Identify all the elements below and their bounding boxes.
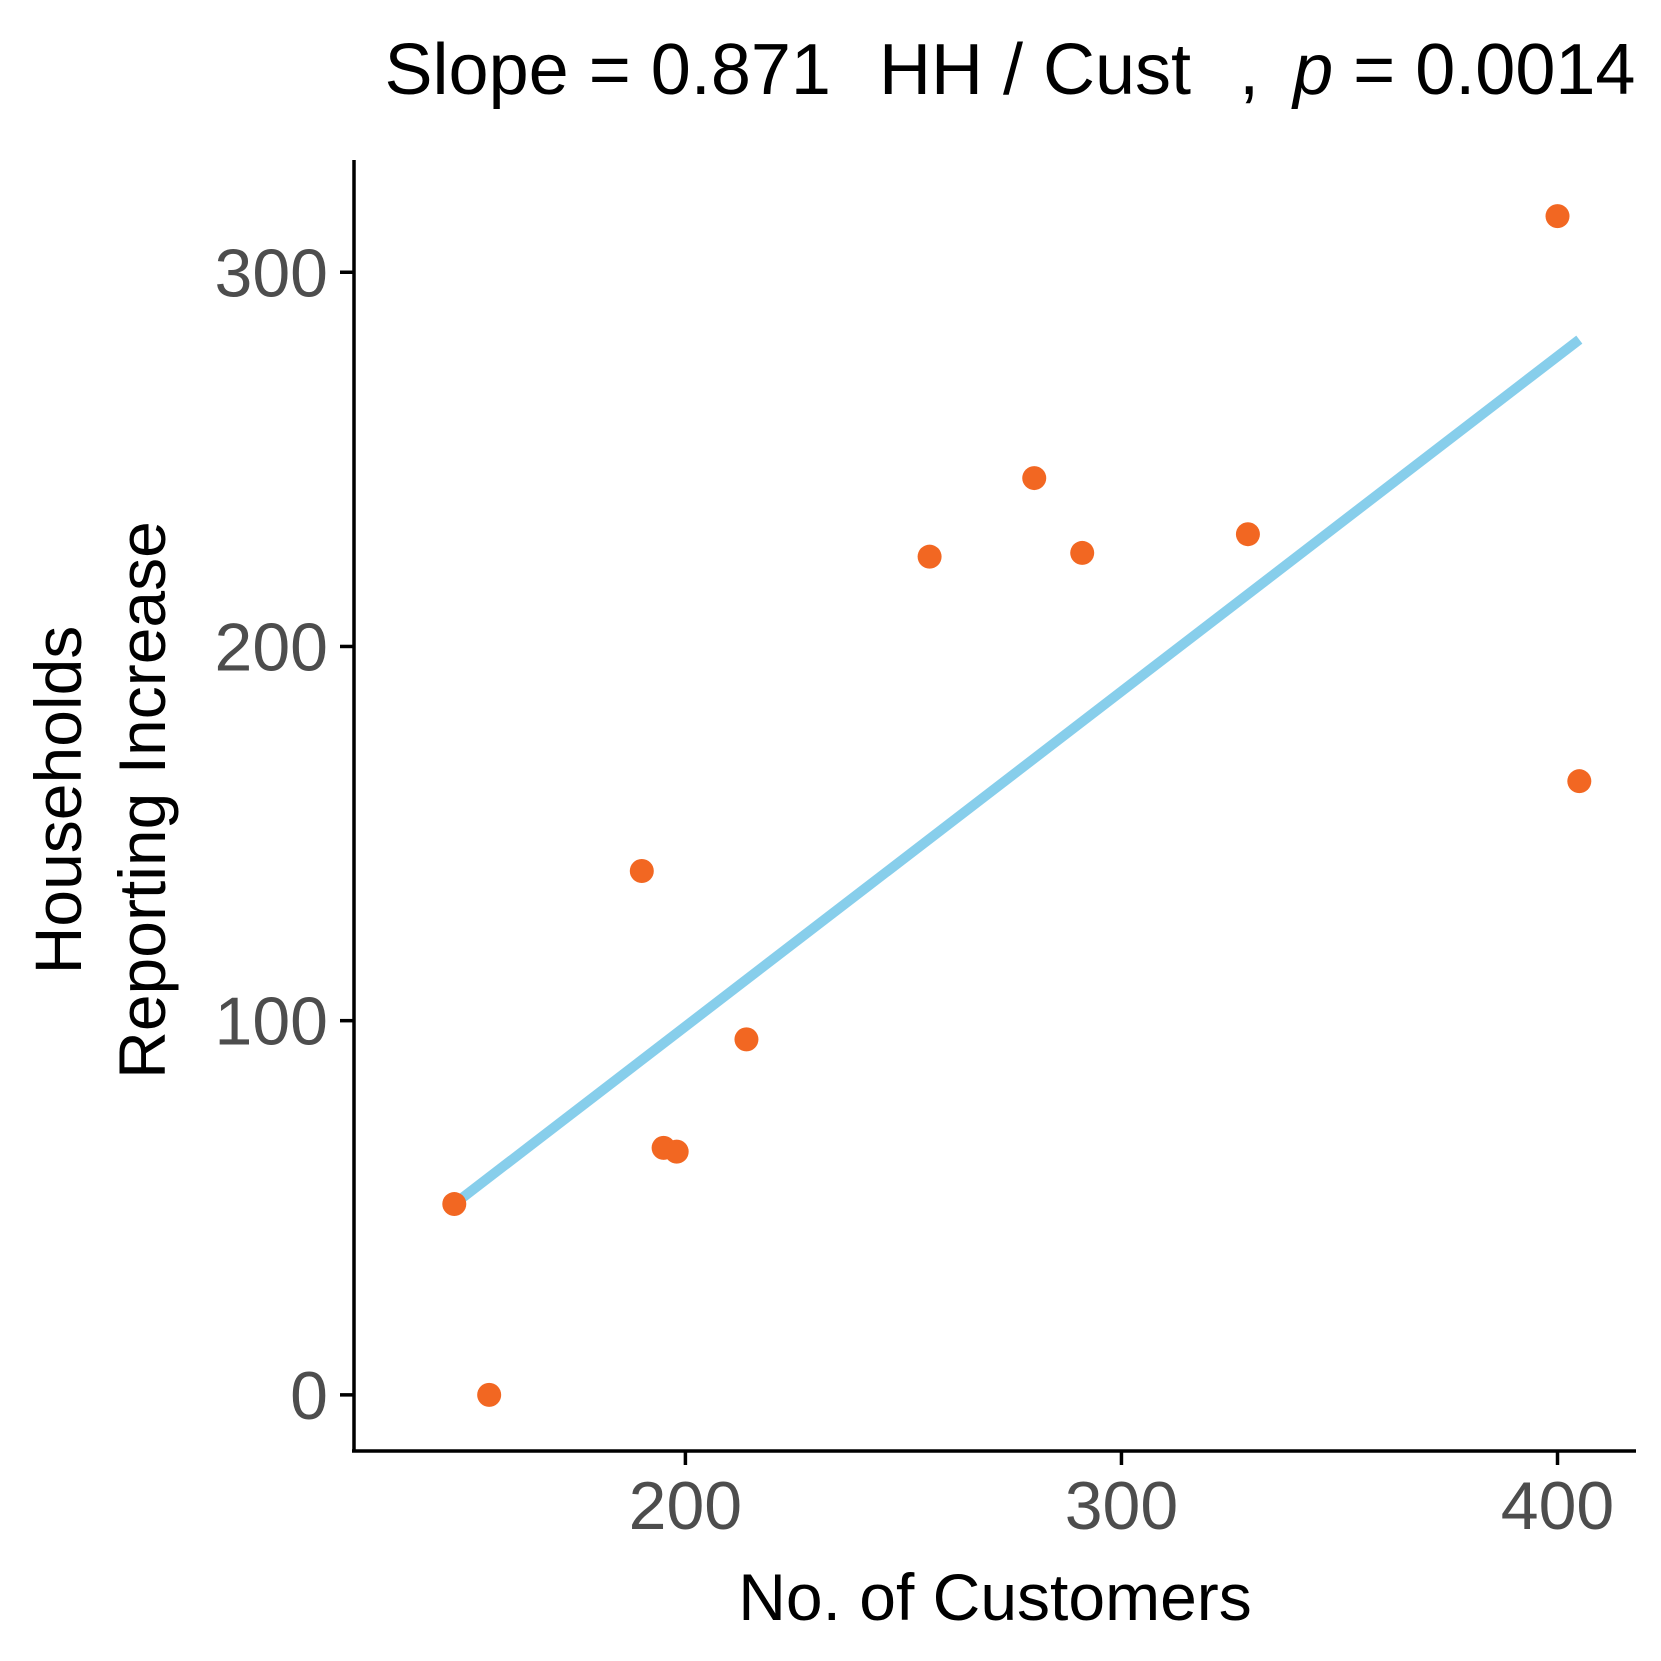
y-tick-label: 200	[215, 609, 328, 685]
y-tick-label: 0	[290, 1358, 328, 1434]
x-tick-label: 300	[1065, 1468, 1178, 1544]
regression-fit-line	[451, 335, 1583, 1208]
title-comma: ,	[1239, 30, 1259, 110]
y-ticks: 0 100 200 300	[215, 235, 354, 1434]
data-point	[1022, 466, 1047, 491]
data-point	[1545, 204, 1570, 229]
x-ticks: 200 300 400	[629, 1451, 1614, 1544]
y-axis-title-line2: Reporting Increase	[105, 521, 179, 1079]
title-equals: =	[589, 30, 631, 110]
y-tick-label: 100	[215, 984, 328, 1060]
title-unit-num: HH	[879, 30, 983, 110]
data-point	[477, 1382, 502, 1407]
data-point	[917, 544, 942, 569]
y-tick-label: 300	[215, 235, 328, 311]
title-unit-sep: /	[1003, 30, 1023, 110]
data-point	[664, 1139, 689, 1164]
data-point	[734, 1027, 759, 1052]
data-point	[1070, 540, 1095, 565]
data-point	[629, 858, 654, 883]
title-unit-den: Cust	[1043, 30, 1191, 110]
x-axis-title: No. of Customers	[738, 1560, 1252, 1634]
data-points	[442, 204, 1592, 1407]
x-tick-label: 400	[1501, 1468, 1614, 1544]
title-slope-label: Slope	[385, 30, 569, 110]
title-equals-2: =	[1353, 30, 1395, 110]
title-slope-value: 0.871	[651, 30, 831, 110]
title-p-value: 0.0014	[1415, 30, 1635, 110]
title-p-label: p	[1291, 30, 1333, 110]
chart-title: Slope = 0.871 HH / Cust , p = 0.0014	[385, 30, 1636, 110]
data-point	[1567, 769, 1592, 794]
y-axis-title-line1: Households	[21, 626, 95, 975]
data-point	[1235, 522, 1260, 547]
x-tick-label: 200	[629, 1468, 742, 1544]
data-point	[442, 1192, 467, 1217]
y-axis-title: Households Reporting Increase	[21, 521, 179, 1079]
